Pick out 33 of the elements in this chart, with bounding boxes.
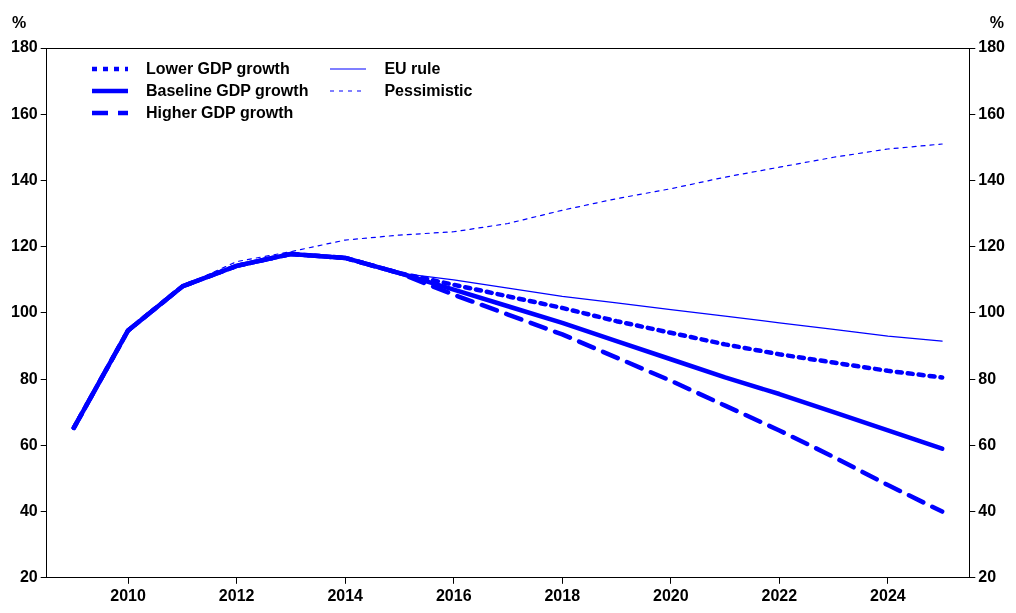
y-tick-label: 140: [10, 170, 38, 188]
y2-tick-label: 180: [978, 38, 1006, 56]
y2-tick-label: 80: [978, 369, 997, 387]
legend-label: Lower GDP growth: [146, 60, 290, 78]
y2-tick-label: 140: [978, 170, 1006, 188]
y-tick-label: 160: [10, 104, 38, 122]
y-tick-label: 180: [10, 38, 38, 56]
legend-label: EU rule: [384, 60, 441, 78]
legend-label: Pessimistic: [384, 82, 473, 100]
y-tick-label: 80: [19, 369, 38, 387]
y-tick-label: 60: [19, 435, 38, 453]
y2-tick-label: 100: [978, 303, 1006, 321]
y-tick-label: 100: [10, 303, 38, 321]
y2-tick-label: 20: [978, 568, 997, 586]
y2-tick-label: 40: [978, 501, 997, 519]
y2-tick-label: 160: [978, 104, 1006, 122]
x-tick-label: 2018: [544, 586, 581, 604]
x-tick-label: 2022: [761, 586, 798, 604]
x-tick-label: 2016: [435, 586, 472, 604]
y-tick-label: 120: [10, 237, 38, 255]
x-tick-label: 2012: [218, 586, 255, 604]
x-tick-label: 2010: [110, 586, 146, 604]
y2-tick-label: 120: [978, 237, 1006, 255]
x-tick-label: 2014: [327, 586, 364, 604]
x-tick-label: 2024: [870, 586, 906, 604]
y2-tick-label: 60: [978, 435, 997, 453]
y-axis-title: %: [12, 14, 27, 32]
y-tick-label: 40: [19, 501, 38, 519]
legend-label: Baseline GDP growth: [146, 82, 309, 100]
y2-axis-title: %: [989, 14, 1004, 32]
legend-label: Higher GDP growth: [146, 104, 294, 122]
x-tick-label: 2020: [653, 586, 689, 604]
y-tick-label: 20: [19, 568, 38, 586]
